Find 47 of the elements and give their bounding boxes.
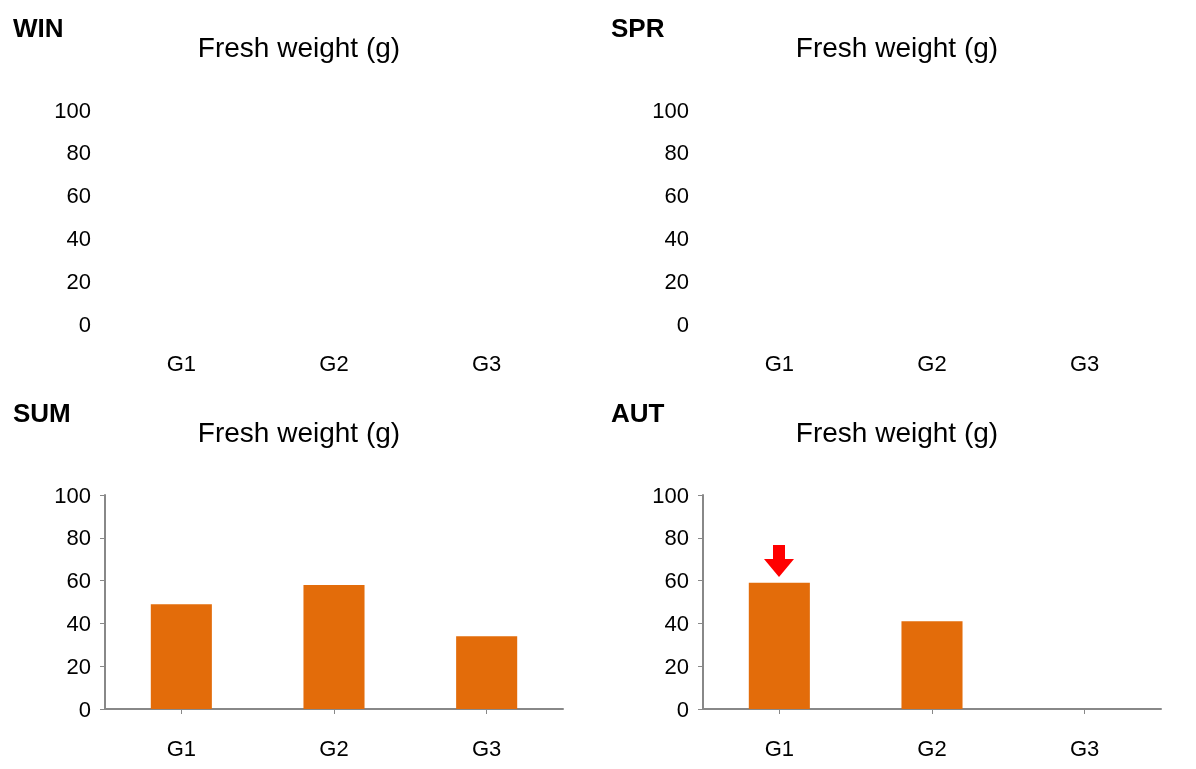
chart-subtitle: Fresh weight (g) (197, 31, 401, 63)
x-tick-label: G3 (471, 735, 502, 761)
chart-subtitle: Fresh weight (g) (795, 416, 999, 448)
chart-title: SUM (13, 398, 71, 428)
chart-title: AUT (611, 398, 665, 428)
chart-title: WIN (13, 13, 64, 43)
y-tick-label: 40 (66, 225, 91, 251)
y-tick-label: 20 (66, 653, 91, 679)
bar (150, 604, 212, 709)
y-tick-label: 0 (676, 696, 689, 722)
y-tick-label: 40 (66, 610, 91, 636)
y-tick-label: 60 (664, 568, 689, 594)
y-tick-label: 80 (66, 525, 91, 551)
y-tick-label: 60 (664, 183, 689, 209)
y-tick-label: 80 (664, 525, 689, 551)
x-tick-label: G3 (1069, 735, 1100, 761)
y-tick-label: 60 (66, 183, 91, 209)
y-tick-label: 20 (66, 268, 91, 294)
x-tick-label: G1 (764, 735, 795, 761)
y-tick-label: 60 (66, 568, 91, 594)
y-tick-label: 80 (66, 140, 91, 166)
x-tick-label: G2 (917, 350, 947, 376)
chart-title: SPR (611, 13, 665, 43)
y-tick-label: 20 (664, 653, 689, 679)
y-tick-label: 0 (78, 696, 91, 722)
y-tick-label: 100 (54, 482, 91, 508)
y-tick-label: 40 (664, 225, 689, 251)
x-tick-label: G3 (1069, 350, 1100, 376)
y-tick-label: 0 (78, 311, 91, 337)
x-tick-label: G3 (471, 350, 502, 376)
x-tick-label: G2 (319, 350, 349, 376)
x-tick-label: G2 (917, 735, 947, 761)
y-tick-label: 40 (664, 610, 689, 636)
x-tick-label: G1 (764, 350, 795, 376)
y-tick-label: 20 (664, 268, 689, 294)
x-tick-label: G2 (319, 735, 349, 761)
y-tick-label: 100 (54, 97, 91, 123)
x-tick-label: G1 (166, 735, 197, 761)
y-tick-label: 80 (664, 140, 689, 166)
chart-subtitle: Fresh weight (g) (197, 416, 401, 448)
chart-subtitle: Fresh weight (g) (795, 31, 999, 63)
bar (456, 636, 518, 709)
bar (303, 584, 365, 709)
y-tick-label: 100 (652, 97, 689, 123)
y-tick-label: 100 (652, 482, 689, 508)
y-tick-label: 0 (676, 311, 689, 337)
x-tick-label: G1 (166, 350, 197, 376)
